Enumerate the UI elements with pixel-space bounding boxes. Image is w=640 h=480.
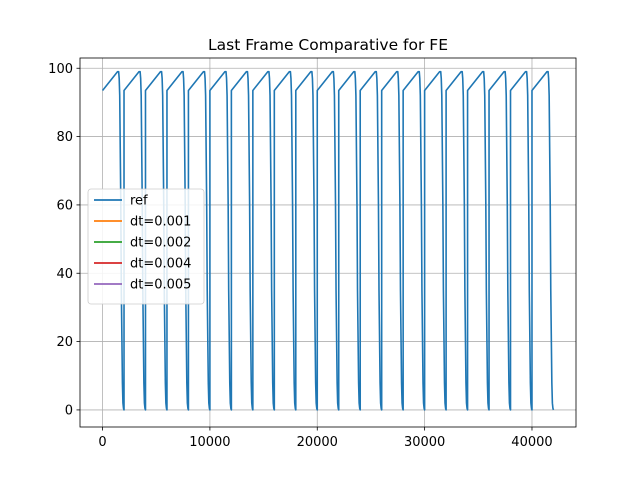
x-tick-label: 0 <box>98 435 106 450</box>
y-tick-label: 80 <box>56 130 73 145</box>
legend-label: dt=0.002 <box>130 236 191 251</box>
y-tick-label: 0 <box>65 403 73 418</box>
y-tick-label: 20 <box>56 335 73 350</box>
x-tick-label: 40000 <box>511 435 552 450</box>
legend-box <box>87 188 205 305</box>
y-tick-label: 100 <box>48 62 73 77</box>
y-tick-label: 40 <box>56 267 73 282</box>
y-tick-label: 60 <box>56 198 73 213</box>
legend-label: dt=0.004 <box>130 257 191 272</box>
legend: ref dt=0.001 dt=0.002 dt=0.004 dt=0.005 <box>87 188 205 305</box>
chart-title: Last Frame Comparative for FE <box>208 36 448 54</box>
x-tick-label: 10000 <box>189 435 230 450</box>
legend-label: dt=0.005 <box>130 278 191 293</box>
x-tick-label: 20000 <box>297 435 338 450</box>
plot-area-frame <box>79 57 577 428</box>
x-tick-label: 30000 <box>404 435 445 450</box>
legend-label: dt=0.001 <box>130 215 191 230</box>
legend-label: ref <box>130 194 148 209</box>
axis-ticks: 0 10000 20000 30000 40000 0 20 40 60 80 100 <box>48 62 552 450</box>
